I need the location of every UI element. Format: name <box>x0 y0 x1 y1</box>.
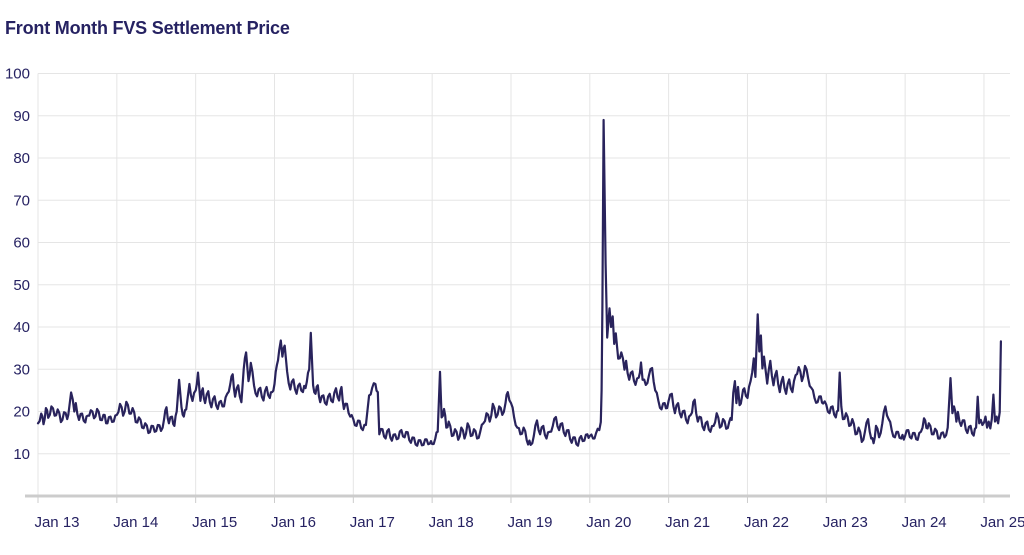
price-series-path <box>36 118 1002 447</box>
y-tick-label: 70 <box>13 192 30 209</box>
y-tick-label: 90 <box>13 108 30 125</box>
x-tick-label: Jan 23 <box>823 514 868 531</box>
x-tick-label: Jan 14 <box>113 514 158 531</box>
x-tick-label: Jan 13 <box>34 514 79 531</box>
y-tick-label: 50 <box>13 277 30 294</box>
y-tick-label: 100 <box>5 66 30 83</box>
y-tick-label: 30 <box>13 361 30 378</box>
x-tick-label: Jan 16 <box>271 514 316 531</box>
x-tick-label: Jan 19 <box>507 514 552 531</box>
chart-title: Front Month FVS Settlement Price <box>5 18 290 38</box>
x-tick-label: Jan 20 <box>586 514 631 531</box>
y-tick-label: 60 <box>13 235 30 252</box>
x-tick-label: Jan 22 <box>744 514 789 531</box>
x-tick-label: Jan 18 <box>429 514 474 531</box>
y-tick-label: 20 <box>13 404 30 421</box>
x-tick-label: Jan 17 <box>350 514 395 531</box>
y-tick-label: 80 <box>13 150 30 167</box>
x-tick-label: Jan 15 <box>192 514 237 531</box>
x-tick-label: Jan 24 <box>902 514 947 531</box>
x-tick-label: Jan 21 <box>665 514 710 531</box>
x-tick-label: Jan 25 <box>980 514 1024 531</box>
y-tick-label: 10 <box>13 446 30 463</box>
y-tick-label: 40 <box>13 319 30 336</box>
